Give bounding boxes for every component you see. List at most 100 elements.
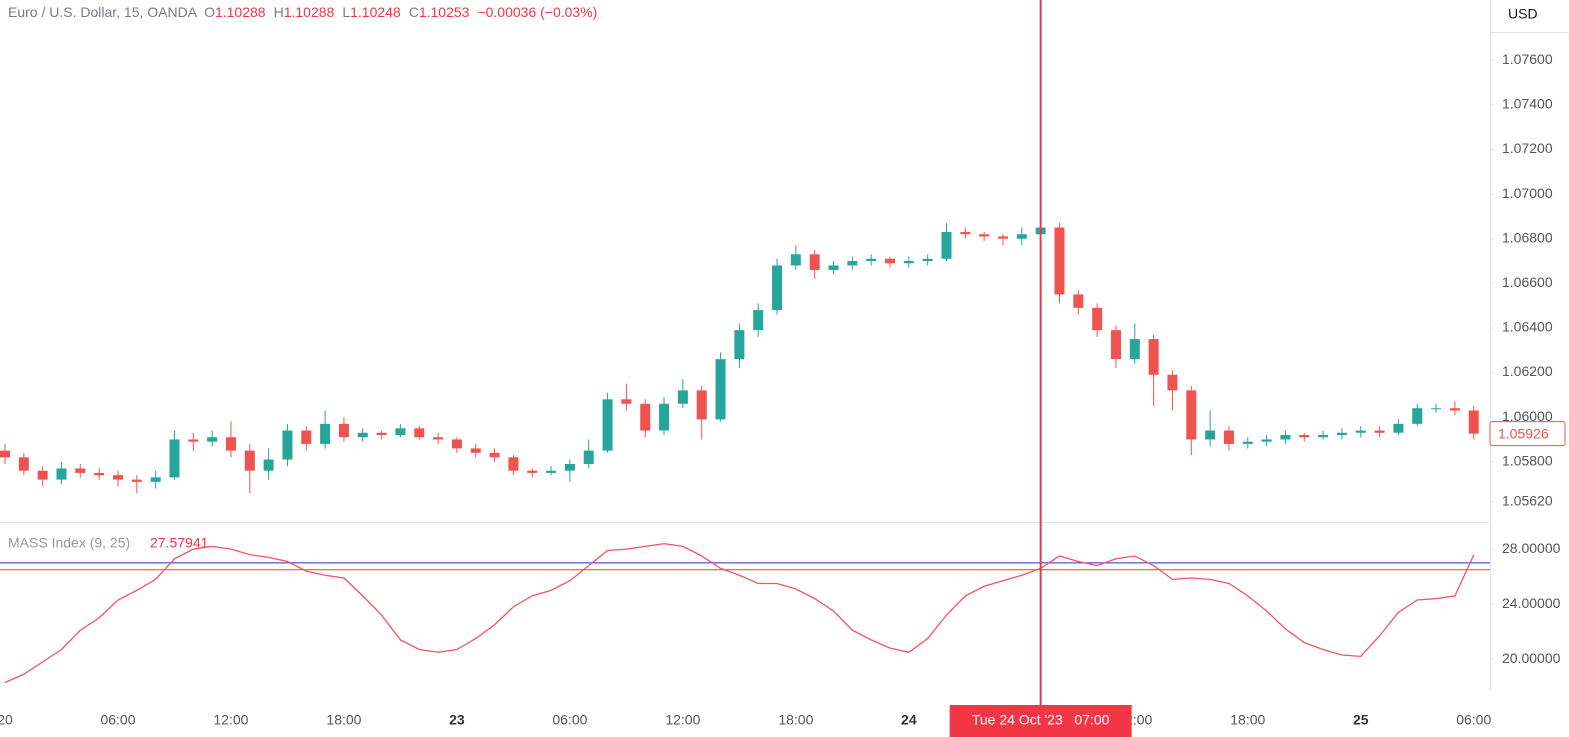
x-tick-label: 06:00 xyxy=(552,712,587,728)
x-tick-label: 06:00 xyxy=(1456,712,1491,728)
candle-body xyxy=(301,430,312,444)
x-tick-label: 18:00 xyxy=(326,712,361,728)
y-tick-label: 1.05620 xyxy=(1502,493,1553,509)
candle-body xyxy=(150,477,161,482)
candle-body xyxy=(527,470,538,473)
indicator-value: 27.57941 xyxy=(150,535,209,551)
candle-body xyxy=(1355,430,1366,433)
crosshair-time-box xyxy=(949,705,1132,737)
x-tick-label: 12:00 xyxy=(213,712,248,728)
candle-body xyxy=(715,359,726,420)
last-price-box xyxy=(1489,421,1566,447)
candle-body xyxy=(1280,435,1291,440)
candle-body xyxy=(1299,435,1310,438)
candle-body xyxy=(56,468,67,480)
symbol-header: Euro / U.S. Dollar, 15, OANDA O1.10288 H1… xyxy=(8,4,605,20)
candle-body xyxy=(225,437,236,451)
candle-body xyxy=(997,236,1008,239)
candle-body xyxy=(1073,294,1084,308)
candle-body xyxy=(1261,439,1272,442)
candle-body xyxy=(659,403,670,431)
x-tick-label: 06:00 xyxy=(100,712,135,728)
candle-body xyxy=(1110,330,1121,360)
y-tick-label: 1.06000 xyxy=(1502,408,1553,424)
candle-body xyxy=(885,258,896,264)
y-tick-label: 1.06800 xyxy=(1502,229,1553,245)
candle-body xyxy=(677,390,688,404)
candle-body xyxy=(169,439,180,478)
candle-body xyxy=(960,232,971,235)
candle-body xyxy=(1431,408,1442,410)
low-label: L xyxy=(342,4,351,20)
candle-body xyxy=(414,428,425,438)
candle-body xyxy=(433,437,444,440)
candle-body xyxy=(357,432,368,438)
candle-body xyxy=(640,403,651,431)
y-tick-label: 20.00000 xyxy=(1502,650,1561,666)
candle-body xyxy=(1092,307,1103,331)
candle-body xyxy=(1336,432,1347,435)
low-value: 1.10248 xyxy=(350,4,401,20)
candle-body xyxy=(263,459,274,471)
candle-body xyxy=(451,439,462,449)
candle-body xyxy=(621,399,632,404)
candle-body xyxy=(508,457,519,471)
y-tick-label: 1.07400 xyxy=(1502,96,1553,112)
symbol: Euro / U.S. Dollar, 15, OANDA xyxy=(8,4,197,20)
y-tick-label: 1.07600 xyxy=(1502,51,1553,67)
high-label: H xyxy=(273,4,284,20)
candle-body xyxy=(734,330,745,360)
candle-body xyxy=(470,448,481,453)
high-value: 1.10288 xyxy=(283,4,335,20)
candle-body xyxy=(112,475,123,480)
candle-body xyxy=(395,428,406,435)
candle-body xyxy=(564,464,575,471)
x-tick-label: 23 xyxy=(449,712,465,728)
candle-body xyxy=(18,457,29,471)
candle-body xyxy=(244,450,255,471)
open-value: 1.10288 xyxy=(214,4,266,20)
close-value: 1.10253 xyxy=(418,4,470,20)
candle-body xyxy=(1374,430,1385,433)
candle-body xyxy=(1318,435,1329,438)
change: −0.00036 (−0.03%) xyxy=(477,4,598,20)
y-tick-label: 1.07000 xyxy=(1502,185,1553,201)
x-tick-label: 18:00 xyxy=(778,712,813,728)
candle-body xyxy=(602,399,613,451)
y-tick-label: 1.06400 xyxy=(1502,319,1553,335)
x-tick-label: 18:00 xyxy=(1230,712,1265,728)
open-label: O xyxy=(204,4,215,20)
candle-body xyxy=(790,254,801,266)
candle-body xyxy=(828,265,839,270)
candle-body xyxy=(188,439,199,442)
candle-body xyxy=(489,452,500,458)
candle-body xyxy=(1186,390,1197,440)
candle-body xyxy=(941,232,952,259)
candle-body xyxy=(903,261,914,264)
candle-body xyxy=(1205,430,1216,440)
close-label: C xyxy=(408,4,419,20)
candle-body xyxy=(772,265,783,311)
candle-body xyxy=(809,254,820,270)
candle-body xyxy=(546,470,557,473)
candle-body xyxy=(847,261,858,266)
candle-body xyxy=(282,430,293,460)
candle-body xyxy=(376,432,387,435)
mass-index-line xyxy=(4,542,1475,684)
y-tick-label: 1.05800 xyxy=(1502,452,1553,468)
x-tick-label: 25 xyxy=(1353,712,1369,728)
candle-body xyxy=(75,468,86,473)
candle-body xyxy=(922,258,933,261)
candle-body xyxy=(1016,234,1027,239)
candle-body xyxy=(583,450,594,464)
candle-body xyxy=(979,234,990,237)
candle-body xyxy=(207,437,218,442)
x-tick-label: 12:00 xyxy=(665,712,700,728)
x-tick-label: 24 xyxy=(901,712,917,728)
indicator-name: MASS Index (9, 25) xyxy=(8,535,130,551)
candle-body xyxy=(1449,408,1460,411)
y-tick-label: 1.06600 xyxy=(1502,274,1553,290)
candle-body xyxy=(0,450,10,458)
